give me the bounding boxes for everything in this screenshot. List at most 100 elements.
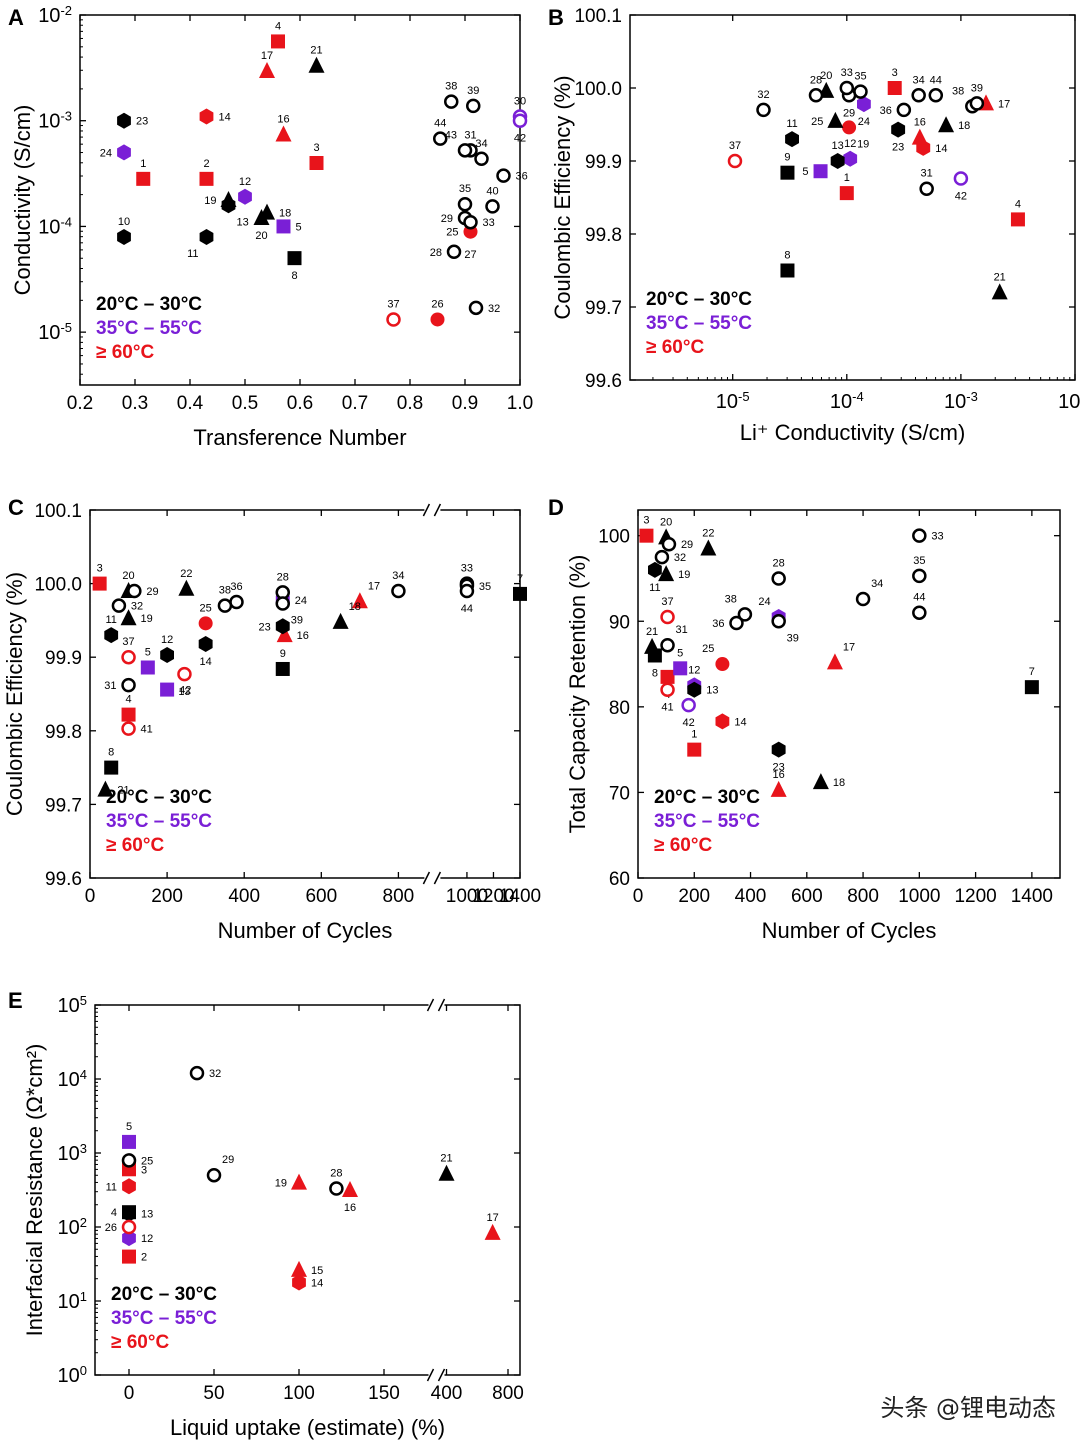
y-tick-label: 99.7 — [585, 298, 622, 319]
marker-18 — [812, 773, 829, 790]
point-label-40: 40 — [486, 185, 498, 197]
marker-37 — [386, 312, 401, 327]
marker-9 — [780, 165, 795, 180]
point-label-20: 20 — [820, 70, 832, 82]
point-label-22: 22 — [180, 568, 192, 580]
marker-18 — [938, 116, 955, 133]
marker-12 — [843, 150, 858, 167]
legend-entry-2: ≥ 60°C — [646, 337, 704, 358]
point-label-24: 24 — [858, 116, 870, 128]
marker-35 — [912, 568, 927, 584]
point-label-3: 3 — [97, 563, 103, 575]
point-label-32: 32 — [757, 89, 769, 101]
marker-16 — [911, 128, 928, 145]
marker-41 — [660, 682, 675, 697]
axis-break-mark — [426, 998, 435, 1012]
x-tick-label: 600 — [791, 886, 823, 907]
marker-3 — [639, 528, 654, 543]
marker-38 — [737, 607, 753, 622]
marker-13 — [177, 666, 192, 682]
legend-entry-2: ≥ 60°C — [654, 835, 712, 856]
axis-break-mark — [433, 871, 442, 885]
point-label-5: 5 — [145, 647, 151, 659]
legend-entry-0: 20°C – 30°C — [654, 787, 760, 808]
marker-32 — [468, 300, 484, 316]
point-label-21: 21 — [994, 271, 1006, 283]
point-label-19: 19 — [678, 569, 690, 581]
point-label-38: 38 — [725, 593, 737, 605]
y-axis-label: Total Capacity Retention (%) — [565, 555, 590, 834]
point-label-1: 1 — [691, 729, 697, 741]
marker-19 — [220, 191, 237, 207]
point-label-37: 37 — [122, 636, 134, 648]
marker-16 — [275, 125, 292, 142]
point-label-31: 31 — [104, 680, 116, 692]
y-tick-label: 70 — [609, 783, 630, 804]
plot-frame-D — [637, 509, 1061, 879]
y-axis-label: Coulombic Efficiency (%) — [550, 75, 575, 319]
marker-21 — [438, 1164, 455, 1181]
point-label-25: 25 — [811, 116, 823, 128]
point-label-35: 35 — [854, 71, 866, 83]
marker-44 — [912, 605, 927, 620]
legend-entry-0: 20°C – 30°C — [106, 787, 212, 808]
point-label-22: 22 — [702, 528, 714, 540]
point-label-33: 33 — [841, 67, 853, 79]
marker-8 — [287, 251, 302, 266]
marker-31 — [919, 181, 934, 196]
marker-34 — [474, 151, 489, 167]
marker-17 — [826, 653, 843, 670]
point-label-24: 24 — [100, 147, 112, 159]
point-label-19: 19 — [857, 138, 869, 150]
y-axis-label: Conductivity (S/cm) — [10, 105, 35, 296]
plot-frame-E — [94, 1004, 521, 1376]
marker-14 — [292, 1274, 306, 1291]
point-label-32: 32 — [209, 1068, 221, 1080]
point-label-12: 12 — [688, 664, 700, 676]
point-label-4: 4 — [125, 694, 131, 706]
marker-17 — [351, 592, 368, 609]
point-label-15: 15 — [311, 1265, 323, 1277]
x-tick-label: 1000 — [898, 886, 940, 907]
point-label-17: 17 — [368, 580, 380, 592]
marker-34 — [855, 591, 871, 607]
marker-5 — [140, 660, 155, 675]
point-label-11: 11 — [649, 582, 660, 594]
marker-35 — [853, 84, 868, 99]
point-label-42: 42 — [514, 133, 526, 145]
point-label-31: 31 — [921, 168, 933, 180]
marker-33 — [839, 80, 855, 96]
point-label-38: 38 — [445, 81, 457, 93]
y-tick-label: 100 — [58, 1363, 87, 1388]
axis-break-mark — [437, 998, 446, 1012]
point-label-32: 32 — [131, 601, 143, 613]
marker-40 — [485, 199, 500, 214]
point-label-11: 11 — [786, 118, 797, 130]
x-tick-label: 400 — [228, 886, 260, 907]
y-tick-label: 99.6 — [45, 869, 82, 890]
axis-break-mark — [426, 1368, 435, 1382]
marker-36 — [896, 102, 912, 118]
marker-14 — [199, 108, 214, 125]
point-label-2: 2 — [203, 158, 209, 170]
marker-23 — [891, 121, 906, 138]
y-axis-label: Coulombic Efficiency (%) — [2, 572, 27, 816]
x-tick-label: 1200 — [472, 886, 514, 907]
y-tick-label: 99.9 — [585, 152, 622, 173]
marker-25 — [827, 111, 844, 128]
marker-32 — [111, 598, 127, 613]
marker-11 — [199, 229, 214, 245]
marker-1 — [136, 171, 151, 186]
point-label-41: 41 — [141, 724, 153, 736]
marker-5 — [276, 219, 291, 234]
x-tick-label: 1200 — [954, 886, 996, 907]
x-tick-label: 0.4 — [177, 393, 204, 414]
marker-25 — [121, 1153, 137, 1168]
point-label-18: 18 — [349, 601, 361, 613]
marker-5 — [122, 1134, 136, 1149]
x-tick-label: 1.0 — [507, 393, 533, 414]
point-label-25: 25 — [141, 1155, 153, 1167]
y-tick-label: 99.6 — [585, 371, 622, 392]
marker-14 — [715, 713, 730, 730]
